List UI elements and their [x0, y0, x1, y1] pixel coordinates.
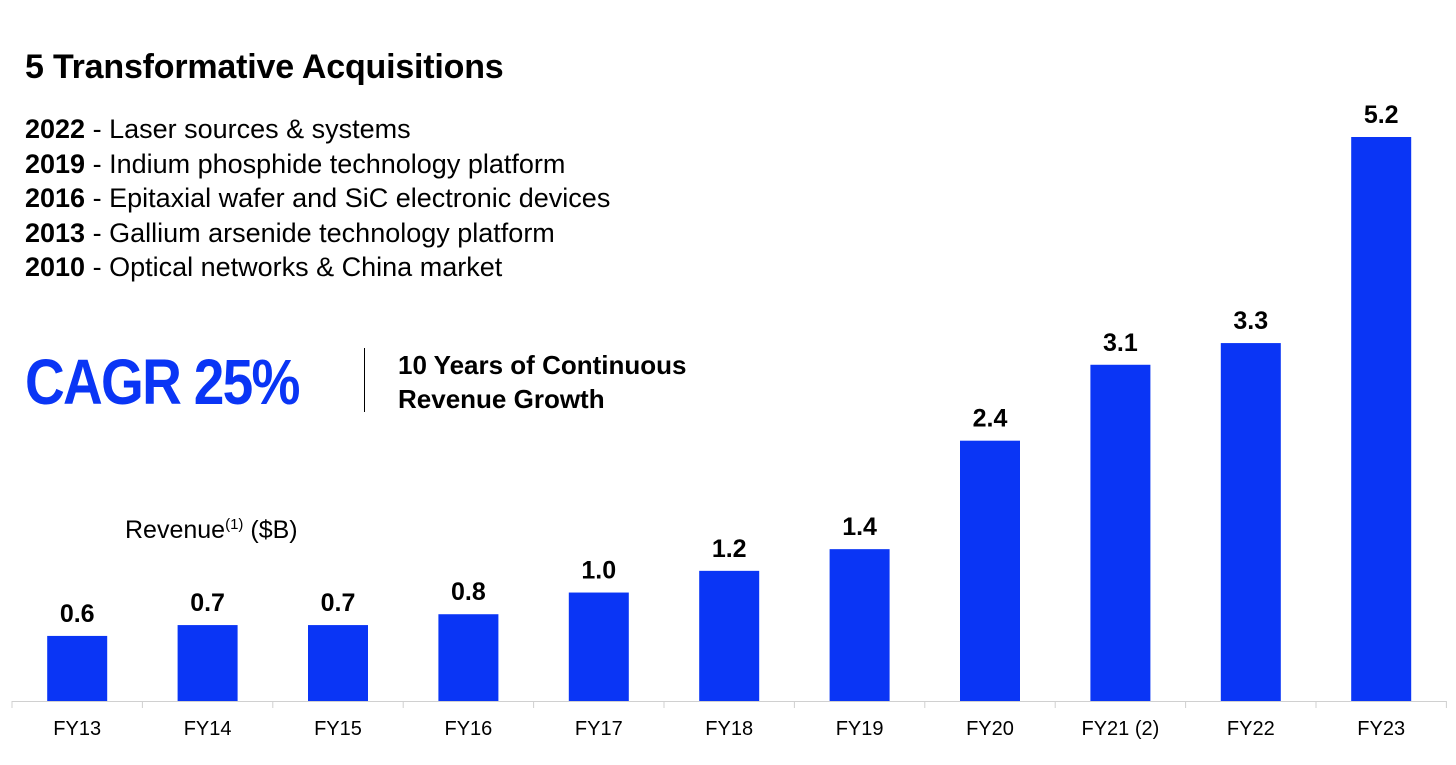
revenue-unit: ($B): [243, 516, 298, 544]
acquisition-item: 2019 - Indium phosphide technology platf…: [25, 147, 610, 182]
acquisition-list: 2022 - Laser sources & systems 2019 - In…: [25, 112, 610, 285]
bar-value-label: 1.4: [842, 513, 877, 541]
revenue-bar: [699, 570, 760, 701]
acquisition-year: 2010: [25, 252, 86, 282]
x-tick-label: FY14: [184, 718, 232, 740]
x-tick-label: FY22: [1227, 718, 1275, 740]
bar-value-label: 0.8: [451, 578, 486, 606]
bar-value-label: 2.4: [973, 405, 1008, 433]
growth-caption-line: 10 Years of Continuous: [398, 350, 687, 380]
revenue-bar: [308, 625, 368, 701]
bar-value-label: 0.6: [60, 600, 95, 628]
acquisition-year: 2019: [25, 148, 86, 179]
bar-value-label: 0.7: [190, 589, 225, 617]
x-tick-label: FY23: [1357, 718, 1405, 740]
growth-caption-line: Revenue Growth: [398, 384, 605, 414]
acquisition-text: - Optical networks & China market: [85, 252, 503, 282]
revenue-bar: [1090, 364, 1151, 701]
revenue-bar: [177, 625, 238, 701]
x-tick-label: FY17: [575, 718, 623, 740]
bar-value-label: 1.0: [581, 557, 616, 585]
bar-value-label: 0.7: [321, 589, 356, 617]
acquisition-text: - Indium phosphide technology platform: [85, 148, 566, 179]
acquisition-item: 2013 - Gallium arsenide technology platf…: [25, 216, 610, 251]
chart-title: 5 Transformative Acquisitions: [25, 48, 504, 86]
x-tick-label: FY21 (2): [1081, 718, 1159, 740]
revenue-bar: [438, 614, 499, 701]
acquisition-text: - Laser sources & systems: [85, 114, 411, 144]
revenue-bar: [1220, 343, 1281, 701]
revenue-label-text: Revenue: [125, 516, 226, 544]
x-tick-label: FY20: [966, 718, 1014, 740]
revenue-bar: [568, 592, 629, 701]
bar-value-label: 1.2: [712, 535, 747, 563]
acquisition-text: - Epitaxial wafer and SiC electronic dev…: [85, 183, 611, 213]
revenue-bar: [960, 440, 1020, 701]
footnote-marker: (1): [225, 516, 244, 533]
revenue-bar: [829, 549, 890, 701]
x-tick-label: FY19: [836, 718, 884, 740]
cagr-headline: CAGR 25%: [25, 346, 300, 418]
revenue-bar: [1351, 137, 1412, 701]
x-tick-label: FY16: [444, 718, 492, 740]
acquisition-item: 2022 - Laser sources & systems: [25, 112, 610, 147]
acquisition-year: 2013: [25, 217, 86, 248]
acquisition-item: 2016 - Epitaxial wafer and SiC electroni…: [25, 181, 610, 216]
x-tick-label: FY15: [314, 718, 362, 740]
bar-value-label: 3.1: [1103, 329, 1138, 357]
x-tick-label: FY18: [705, 718, 753, 740]
cagr-divider: [364, 348, 365, 412]
revenue-bar: [47, 635, 108, 701]
x-tick-label: FY13: [53, 718, 101, 740]
revenue-axis-label: Revenue(1) ($B): [125, 516, 298, 545]
growth-caption: 10 Years of Continuous Revenue Growth: [398, 348, 758, 416]
acquisition-year: 2016: [25, 183, 86, 213]
bar-value-label: 5.2: [1364, 101, 1399, 129]
bar-value-label: 3.3: [1233, 307, 1268, 335]
acquisition-text: - Gallium arsenide technology platform: [85, 217, 555, 248]
acquisition-item: 2010 - Optical networks & China market: [25, 250, 610, 285]
acquisition-year: 2022: [25, 114, 86, 144]
